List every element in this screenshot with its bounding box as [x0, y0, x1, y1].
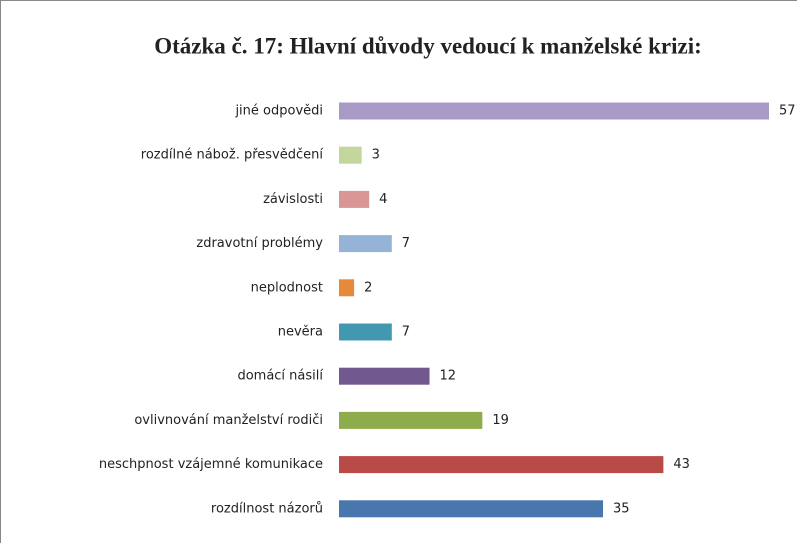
bar: [339, 456, 664, 474]
bar: [339, 500, 604, 518]
value-label: 7: [402, 325, 410, 340]
category-label: závislosti: [263, 192, 323, 207]
value-label: 19: [492, 413, 509, 428]
value-label: 3: [372, 148, 380, 163]
value-label: 7: [402, 236, 410, 251]
bar: [339, 102, 769, 120]
category-label: domácí násilí: [237, 369, 323, 384]
bar: [339, 279, 355, 297]
category-label: rozdílné nábož. přesvědčení: [141, 148, 324, 163]
bar: [339, 190, 370, 208]
bar: [339, 146, 362, 164]
chart-title: Otázka č. 17: Hlavní důvody vedoucí k ma…: [154, 33, 702, 58]
category-label: neplodnost: [251, 280, 323, 295]
category-label: ovlivnování manželství rodiči: [134, 413, 323, 428]
category-label: nevěra: [278, 325, 323, 340]
category-label: jiné odpovědi: [234, 104, 323, 119]
value-label: 12: [440, 369, 457, 384]
bar: [339, 367, 430, 385]
category-label: zdravotní problémy: [196, 236, 323, 251]
category-label: neschpnost vzájemné komunikace: [99, 457, 323, 472]
bar: [339, 411, 483, 429]
value-label: 43: [673, 457, 690, 472]
category-label: rozdílnost názorů: [211, 501, 323, 516]
value-label: 4: [379, 192, 387, 207]
value-label: 57: [779, 104, 796, 119]
bar: [339, 323, 392, 341]
bar: [339, 235, 392, 253]
value-label: 2: [364, 280, 372, 295]
value-label: 35: [613, 501, 630, 516]
